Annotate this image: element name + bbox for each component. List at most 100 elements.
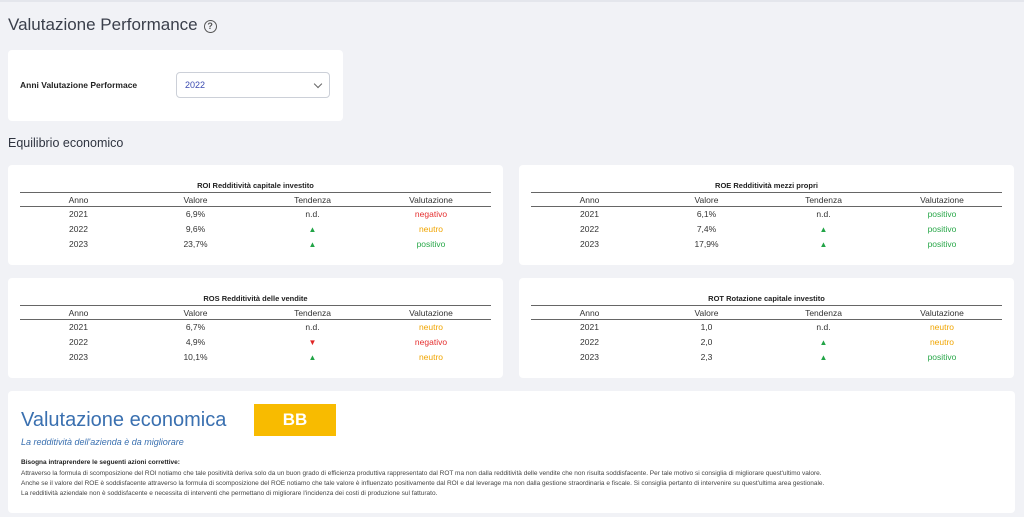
evaluation-subtitle: La redditività dell'azienda è da miglior… — [21, 437, 184, 447]
valore-cell: 1,0 — [700, 322, 713, 333]
year-filter-label: Anni Valutazione Performace — [20, 80, 138, 90]
metric-title: ROI Redditività capitale investito — [197, 181, 314, 190]
column-header-tendenza: Tendenza — [765, 192, 882, 207]
anno-cell: 2021 — [580, 322, 599, 333]
evaluation-cell: neutro — [929, 337, 955, 347]
trend-down-icon: ▼ — [308, 337, 317, 347]
table-header-row: Anno Valore Tendenza Valutazione — [20, 192, 491, 207]
anno-cell: 2022 — [580, 224, 599, 234]
valore-cell: 10,1% — [183, 352, 208, 362]
question-circle-icon[interactable]: ? — [203, 19, 217, 33]
table-row: 2023 2,3 ▲ positivo — [531, 350, 1002, 365]
trend-up-icon: ▲ — [308, 239, 317, 249]
action-line: Attraverso la formula di scomposizione d… — [21, 470, 822, 477]
valore-cell: 2,0 — [700, 337, 713, 347]
table-header-row: Anno Valore Tendenza Valutazione — [20, 305, 491, 320]
evaluation-cell: negativo — [414, 209, 448, 220]
valore-cell: 6,9% — [185, 209, 206, 220]
column-header-tendenza: Tendenza — [765, 305, 882, 320]
column-header-valore: Valore — [137, 192, 254, 207]
evaluation-cell: neutro — [929, 322, 955, 333]
metric-card-rot: ROT Rotazione capitale investito Anno Valo… — [519, 278, 1014, 378]
evaluation-cell: positivo — [927, 224, 957, 234]
table-row: 2022 7,4% ▲ positivo — [531, 222, 1002, 237]
evaluation-card: Valutazione economica BB La redditività … — [8, 391, 1015, 513]
evaluation-cell: positivo — [927, 352, 957, 362]
metric-card-roi: ROI Redditività capitale investito Anno Va… — [8, 165, 503, 265]
evaluation-cell: positivo — [416, 239, 446, 249]
table-row: 2023 10,1% ▲ neutro — [20, 350, 491, 365]
metric-card-roe: ROE Redditività mezzi propri Anno Valore Te… — [519, 165, 1014, 265]
year-select[interactable]: 2022 — [176, 72, 330, 98]
year-select-value: 2022 — [185, 80, 206, 90]
anno-cell: 2022 — [69, 337, 88, 347]
trend-cell: n.d. — [305, 209, 320, 220]
anno-cell: 2022 — [580, 337, 599, 347]
valore-cell: 4,9% — [185, 337, 206, 347]
valore-cell: 23,7% — [183, 239, 208, 249]
trend-cell: n.d. — [816, 209, 831, 220]
valore-cell: 9,6% — [185, 224, 206, 234]
metric-table: Anno Valore Tendenza Valutazione 2021 6,7% n.d… — [20, 305, 491, 365]
chevron-down-icon — [313, 79, 323, 89]
evaluation-cell: negativo — [414, 337, 448, 347]
actions-text: Attraverso la formula di scomposizione d… — [21, 469, 1006, 499]
evaluation-cell: positivo — [927, 209, 957, 220]
column-header-valore: Valore — [137, 305, 254, 320]
table-header-row: Anno Valore Tendenza Valutazione — [531, 305, 1002, 320]
trend-cell: n.d. — [816, 322, 831, 333]
metric-title: ROE Redditività mezzi propri — [715, 181, 818, 190]
evaluation-cell: neutro — [418, 322, 444, 333]
trend-up-icon: ▲ — [819, 239, 828, 249]
table-row: 2022 2,0 ▲ neutro — [531, 335, 1002, 350]
valore-cell: 17,9% — [694, 239, 719, 249]
table-row: 2022 4,9% ▼ negativo — [20, 335, 491, 350]
rating-badge: BB — [254, 404, 336, 436]
evaluation-cell: neutro — [418, 352, 444, 362]
anno-cell: 2023 — [69, 352, 88, 362]
column-header-anno: Anno — [531, 305, 648, 320]
column-header-valore: Valore — [648, 192, 765, 207]
column-header-anno: Anno — [531, 192, 648, 207]
valore-cell: 7,4% — [696, 224, 717, 234]
column-header-valutazione: Valutazione — [882, 305, 1002, 320]
anno-cell: 2021 — [69, 209, 88, 220]
trend-up-icon: ▲ — [308, 352, 317, 362]
page-title-text: Valutazione Performance — [8, 15, 198, 34]
metric-table: Anno Valore Tendenza Valutazione 2021 6,9% n.d… — [20, 192, 491, 252]
table-row: 2021 6,9% n.d. negativo — [20, 207, 491, 222]
top-divider — [0, 0, 1024, 2]
column-header-valore: Valore — [648, 305, 765, 320]
valore-cell: 2,3 — [700, 352, 713, 362]
section-title: Equilibrio economico — [8, 136, 124, 150]
year-filter-card: Anni Valutazione Performace 2022 — [8, 50, 343, 121]
valore-cell: 6,1% — [696, 209, 717, 220]
anno-cell: 2022 — [69, 224, 88, 234]
column-header-anno: Anno — [20, 305, 137, 320]
action-line: La redditività aziendale non è soddisfac… — [21, 490, 438, 497]
metric-title: ROT Rotazione capitale investito — [708, 294, 825, 303]
table-header-row: Anno Valore Tendenza Valutazione — [531, 192, 1002, 207]
trend-up-icon: ▲ — [308, 224, 317, 234]
trend-up-icon: ▲ — [819, 224, 828, 234]
column-header-valutazione: Valutazione — [371, 192, 491, 207]
page-title: Valutazione Performance ? — [8, 15, 217, 35]
table-row: 2022 9,6% ▲ neutro — [20, 222, 491, 237]
trend-up-icon: ▲ — [819, 352, 828, 362]
table-row: 2023 17,9% ▲ positivo — [531, 237, 1002, 252]
anno-cell: 2023 — [580, 239, 599, 249]
actions-heading: Bisogna intraprendere le seguenti azioni… — [21, 459, 180, 466]
metric-card-ros: ROS Redditività delle vendite Anno Valore T… — [8, 278, 503, 378]
evaluation-cell: positivo — [927, 239, 957, 249]
valore-cell: 6,7% — [185, 322, 206, 333]
trend-cell: n.d. — [305, 322, 320, 333]
action-line: Anche se il valore del ROE è soddisfacen… — [21, 480, 825, 487]
column-header-tendenza: Tendenza — [254, 192, 371, 207]
metric-table: Anno Valore Tendenza Valutazione 2021 1,0 n.d.… — [531, 305, 1002, 365]
anno-cell: 2021 — [580, 209, 599, 220]
evaluation-cell: neutro — [418, 224, 444, 234]
anno-cell: 2023 — [69, 239, 88, 249]
anno-cell: 2021 — [69, 322, 88, 333]
trend-up-icon: ▲ — [819, 337, 828, 347]
anno-cell: 2023 — [580, 352, 599, 362]
